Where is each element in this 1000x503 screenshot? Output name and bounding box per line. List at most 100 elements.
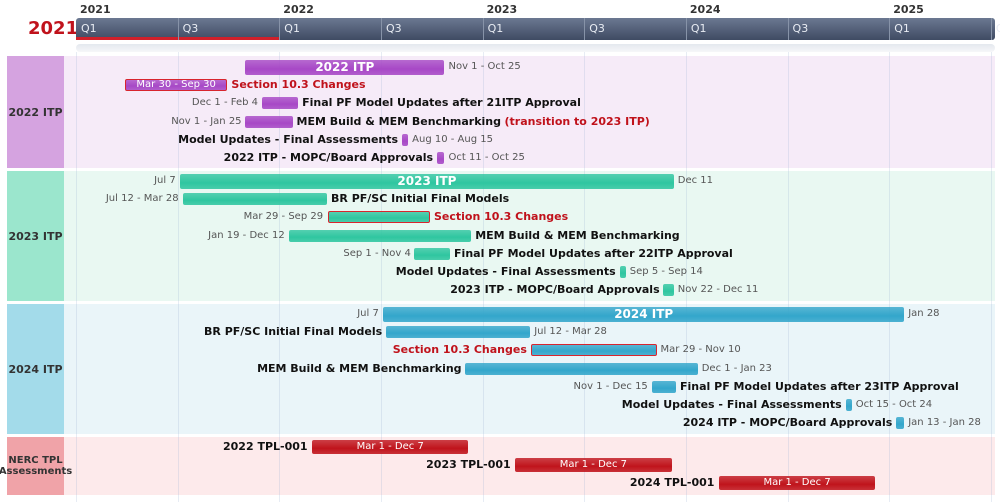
quarter-label: Q3 xyxy=(792,22,809,35)
bar-name: Model Updates - Final Assessments xyxy=(395,265,616,278)
gantt-bar[interactable] xyxy=(651,380,676,393)
bar-dates: Sep 5 - Sep 14 xyxy=(629,266,703,277)
current-year: 2021 xyxy=(28,18,79,39)
bar-name: BR PF/SC Initial Final Models xyxy=(204,325,383,339)
gantt-bar[interactable] xyxy=(436,152,445,164)
bar-dates: Nov 1 - Oct 25 xyxy=(448,61,521,72)
gantt-bar[interactable] xyxy=(383,306,905,322)
quarter-label: Q1 xyxy=(284,22,300,35)
gantt-bar[interactable] xyxy=(245,59,445,75)
gantt-bar[interactable] xyxy=(312,440,469,454)
bar-dates: Mar 29 - Sep 29 xyxy=(243,211,324,223)
bar-dates: Nov 1 - Dec 15 xyxy=(573,380,648,392)
gantt-bar[interactable] xyxy=(402,133,409,146)
bar-name: MEM Build & MEM Benchmarking xyxy=(257,361,462,375)
gridline xyxy=(279,52,281,502)
gantt-bar[interactable] xyxy=(663,284,674,297)
bar-dates: Jul 7 xyxy=(154,175,176,186)
quarter-separator xyxy=(279,18,281,40)
bar-dates: Nov 1 - Jan 25 xyxy=(171,115,242,127)
bar-dates: Nov 22 - Dec 11 xyxy=(677,284,759,296)
year-label: 2023 xyxy=(486,3,518,16)
bar-name: 2023 ITP - MOPC/Board Approvals xyxy=(450,283,660,297)
quarter-label: Q3 xyxy=(182,22,199,35)
bar-dates: Oct 15 - Oct 24 xyxy=(855,399,933,410)
gridline xyxy=(177,52,179,502)
quarter-label: Q3 xyxy=(996,22,1000,35)
quarter-separator xyxy=(990,18,992,40)
bar-name: 2024 ITP - MOPC/Board Approvals xyxy=(682,416,893,430)
gridline xyxy=(482,52,484,502)
bar-name-suffix: (transition to 2023 ITP) xyxy=(504,114,650,128)
quarter-separator xyxy=(482,18,484,40)
elapsed-time-marker xyxy=(76,37,280,40)
gantt-bar[interactable] xyxy=(845,399,852,411)
bar-name: Section 10.3 Changes xyxy=(231,78,366,92)
bar-dates: Dec 1 - Feb 4 xyxy=(191,97,258,109)
timeline-band-shadow xyxy=(76,44,995,52)
gantt-bar[interactable] xyxy=(414,247,451,260)
bar-dates: Dec 1 - Jan 23 xyxy=(701,362,772,374)
gantt-bar[interactable] xyxy=(182,193,328,206)
bar-name: Section 10.3 Changes xyxy=(392,343,527,357)
gantt-bar[interactable] xyxy=(245,115,293,128)
bar-name: Final PF Model Updates after 23ITP Appro… xyxy=(680,379,959,393)
gantt-bar[interactable] xyxy=(619,266,626,278)
bar-dates: Mar 1 - Dec 7 xyxy=(356,441,424,452)
quarter-label: Q3 xyxy=(385,22,402,35)
group-label: 2022 ITP xyxy=(7,56,64,168)
year-label: 2022 xyxy=(283,3,314,16)
quarter-separator xyxy=(685,18,687,40)
quarter-label: Q1 xyxy=(690,22,707,35)
gantt-bar[interactable] xyxy=(515,458,672,473)
bar-dates: Oct 11 - Oct 25 xyxy=(448,152,525,163)
bar-dates: Mar 30 - Sep 30 xyxy=(136,79,216,91)
bar-dates: Jul 7 xyxy=(357,308,379,319)
group-background xyxy=(64,171,995,301)
group-label: NERC TPL Assessments xyxy=(0,437,72,495)
quarter-separator xyxy=(787,18,789,40)
gridline xyxy=(787,52,789,502)
bar-name: Final PF Model Updates after 21ITP Appro… xyxy=(302,96,581,110)
bar-name: 2024 TPL-001 xyxy=(629,476,715,490)
gantt-bar[interactable] xyxy=(718,476,876,491)
gantt-bar[interactable] xyxy=(895,417,905,430)
gridline xyxy=(685,52,687,502)
gantt-bar[interactable] xyxy=(530,344,657,357)
group-label: 2023 ITP xyxy=(7,171,64,301)
timeline-band xyxy=(76,18,995,40)
gantt-bar[interactable] xyxy=(386,326,531,339)
bar-name: Model Updates - Final Assessments xyxy=(621,398,842,411)
bar-name: Model Updates - Final Assessments xyxy=(178,132,399,146)
gantt-bar[interactable] xyxy=(465,362,698,375)
gantt-bar[interactable] xyxy=(289,229,472,242)
bar-dates: Mar 29 - Nov 10 xyxy=(660,344,741,356)
bar-name: MEM Build & MEM Benchmarking xyxy=(296,114,501,128)
bar-dates: Mar 1 - Dec 7 xyxy=(559,459,627,471)
year-label: 2024 xyxy=(689,3,721,16)
bar-dates: Jan 19 - Dec 12 xyxy=(208,229,285,241)
gridline xyxy=(990,52,992,502)
year-label: 2025 xyxy=(893,3,924,16)
bar-dates: Dec 11 xyxy=(677,175,714,186)
gantt-bar[interactable] xyxy=(180,173,674,189)
bar-name: 2022 ITP - MOPC/Board Approvals xyxy=(223,151,434,164)
bar-name: 2023 TPL-001 xyxy=(426,458,511,472)
bar-name: Section 10.3 Changes xyxy=(434,210,569,224)
quarter-separator xyxy=(889,18,891,40)
gridline xyxy=(76,52,77,502)
gridline xyxy=(584,52,586,502)
bar-name: 2022 ITP xyxy=(315,60,375,74)
year-label: 2021 xyxy=(80,3,111,16)
quarter-separator xyxy=(380,18,382,40)
gantt-bar[interactable] xyxy=(327,211,430,224)
bar-dates: Jan 28 xyxy=(908,308,940,319)
gridline xyxy=(380,52,382,502)
gantt-bar[interactable] xyxy=(261,97,299,110)
group-label: 2024 ITP xyxy=(7,304,64,434)
gantt-bar[interactable] xyxy=(124,79,228,92)
bar-name: Final PF Model Updates after 22ITP Appro… xyxy=(454,246,733,260)
bar-name: 2024 ITP xyxy=(614,307,674,321)
bar-dates: Jul 12 - Mar 28 xyxy=(105,193,179,205)
